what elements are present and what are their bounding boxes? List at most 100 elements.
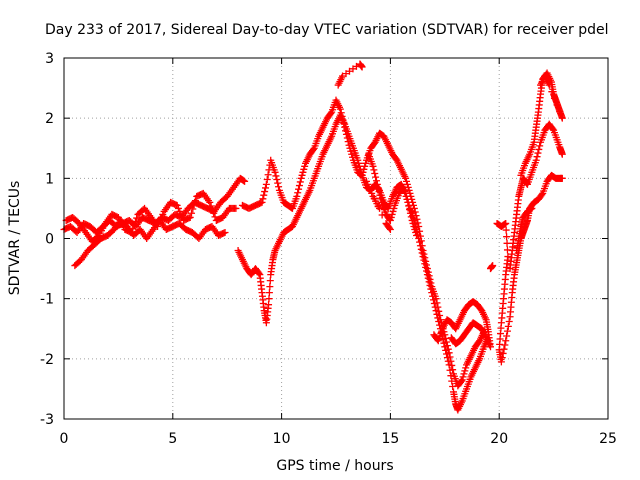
data-point — [210, 209, 218, 217]
data-point — [402, 174, 410, 182]
data-point — [503, 239, 511, 247]
data-point — [221, 228, 229, 236]
data-point — [426, 281, 434, 289]
data-point — [558, 174, 566, 182]
data-point — [271, 168, 279, 176]
data-point — [159, 210, 167, 218]
data-point — [448, 377, 456, 385]
data-point — [419, 253, 427, 261]
data-point — [553, 101, 561, 109]
data-point — [447, 372, 455, 380]
data-point — [300, 165, 308, 173]
data-point — [538, 191, 546, 199]
data-point — [502, 226, 510, 234]
data-point — [354, 156, 362, 164]
data-point — [435, 318, 443, 326]
data-point — [460, 370, 468, 378]
y-tick-label: 1 — [45, 171, 54, 187]
data-point — [133, 214, 141, 222]
data-point — [386, 224, 394, 232]
data-point — [433, 310, 441, 318]
data-point — [423, 267, 431, 275]
data-point — [447, 334, 455, 342]
data-point — [207, 202, 215, 210]
data-point — [377, 195, 385, 203]
data-point — [489, 262, 497, 270]
data-point — [503, 233, 511, 241]
data-point — [444, 357, 452, 365]
data-points — [60, 60, 566, 414]
data-point — [500, 345, 508, 353]
data-point — [386, 225, 394, 233]
y-tick-label: 2 — [45, 111, 54, 127]
data-point — [388, 210, 396, 218]
data-point — [378, 211, 386, 219]
data-point — [265, 289, 273, 297]
data-point — [497, 358, 505, 366]
data-point — [430, 299, 438, 307]
x-tick-label: 25 — [599, 431, 617, 447]
data-point — [457, 377, 465, 385]
data-point — [295, 182, 303, 190]
data-point — [416, 242, 424, 250]
data-point — [296, 178, 304, 186]
data-point — [260, 191, 268, 199]
data-point — [442, 346, 450, 354]
data-point — [362, 159, 370, 167]
data-point — [502, 337, 510, 345]
data-point — [535, 145, 543, 153]
data-point — [130, 221, 138, 229]
data-point — [375, 188, 383, 196]
data-point — [258, 198, 266, 206]
data-point — [443, 354, 451, 362]
data-point — [431, 303, 439, 311]
data-point — [263, 176, 271, 184]
data-point — [405, 202, 413, 210]
data-point — [373, 180, 381, 188]
chart-title: Day 233 of 2017, Sidereal Day-to-day VTE… — [45, 22, 609, 38]
data-point — [273, 176, 281, 184]
data-point — [461, 367, 469, 375]
data-point — [403, 195, 411, 203]
data-point — [416, 238, 424, 246]
plot-frame — [63, 57, 609, 420]
data-point — [534, 149, 542, 157]
data-point — [358, 63, 366, 71]
data-point — [371, 170, 379, 178]
data-point — [131, 218, 139, 226]
data-point — [401, 189, 409, 197]
data-point — [403, 177, 411, 185]
data-point — [372, 173, 380, 181]
data-point — [266, 277, 274, 285]
data-point — [423, 271, 431, 279]
data-point — [264, 171, 272, 179]
y-tick-label: -3 — [40, 412, 54, 428]
data-point — [372, 177, 380, 185]
data-point — [177, 210, 185, 218]
data-point — [403, 180, 411, 188]
data-point — [299, 168, 307, 176]
data-point — [265, 301, 273, 309]
data-point — [348, 150, 356, 158]
data-point — [443, 350, 451, 358]
data-point — [550, 94, 558, 102]
data-point — [528, 204, 536, 212]
data-point — [374, 203, 382, 211]
data-point — [402, 192, 410, 200]
data-point — [407, 213, 415, 221]
data-point — [173, 201, 181, 209]
y-tick-label: 0 — [45, 232, 54, 248]
data-point — [232, 204, 240, 212]
y-tick-label: 3 — [45, 51, 54, 67]
data-point — [533, 153, 541, 161]
x-tick-label: 15 — [381, 431, 399, 447]
data-point — [427, 285, 435, 293]
data-point — [261, 188, 269, 196]
data-point — [421, 260, 429, 268]
data-point — [409, 219, 417, 227]
data-point — [389, 207, 397, 215]
y-tick-label: -1 — [40, 292, 54, 308]
data-point — [498, 354, 506, 362]
data-point — [412, 228, 420, 236]
